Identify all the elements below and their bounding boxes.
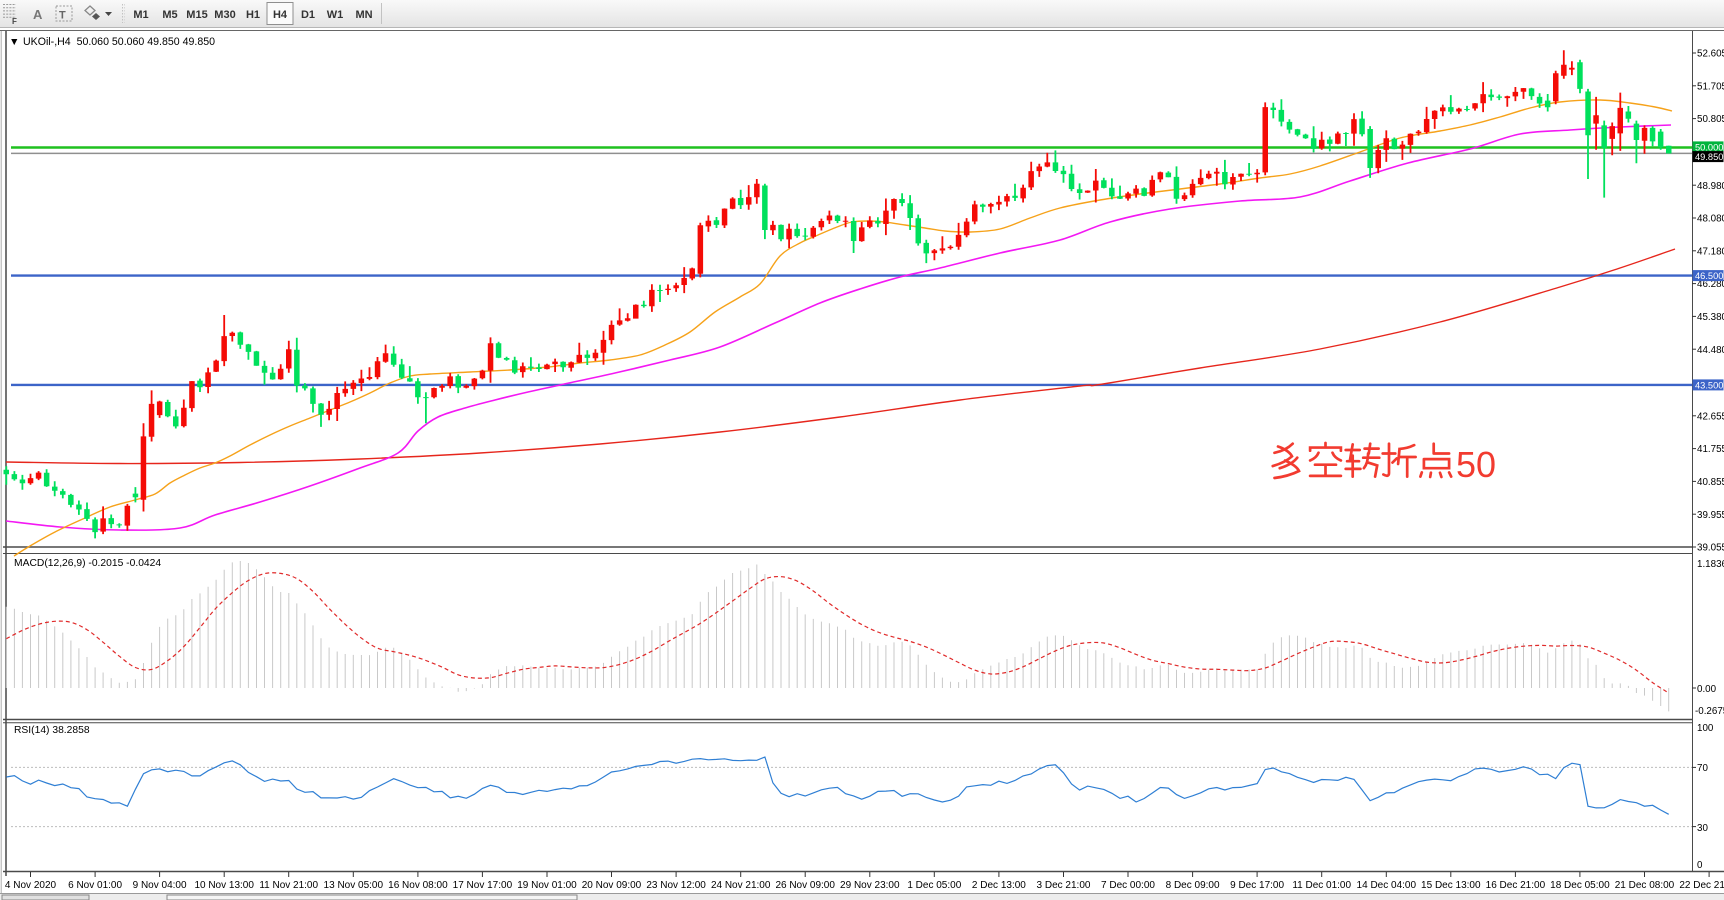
- svg-text:40.855: 40.855: [1697, 477, 1724, 488]
- svg-text:49.850: 49.850: [1695, 152, 1723, 162]
- svg-text:RSI(14) 38.2858: RSI(14) 38.2858: [14, 725, 90, 736]
- svg-text:16 Dec 21:00: 16 Dec 21:00: [1486, 880, 1546, 891]
- svg-text:46.280: 46.280: [1697, 279, 1724, 290]
- svg-text:0: 0: [1697, 860, 1703, 871]
- svg-text:9 Nov 04:00: 9 Nov 04:00: [133, 880, 187, 891]
- svg-text:42.655: 42.655: [1697, 411, 1724, 422]
- svg-text:44.480: 44.480: [1697, 345, 1724, 356]
- svg-text:H4: H4: [273, 9, 288, 21]
- svg-text:45.380: 45.380: [1697, 312, 1724, 323]
- svg-text:21 Dec 08:00: 21 Dec 08:00: [1615, 880, 1675, 891]
- svg-text:H1: H1: [246, 9, 260, 21]
- svg-text:11 Nov 21:00: 11 Nov 21:00: [259, 880, 318, 891]
- svg-text:15 Dec 13:00: 15 Dec 13:00: [1421, 880, 1481, 891]
- svg-text:14 Dec 04:00: 14 Dec 04:00: [1357, 880, 1417, 891]
- svg-text:43.500: 43.500: [1695, 380, 1723, 390]
- svg-text:1.1836: 1.1836: [1697, 559, 1724, 570]
- svg-text:T: T: [59, 10, 66, 22]
- svg-text:-0.2675: -0.2675: [1695, 706, 1724, 717]
- svg-text:29 Nov 23:00: 29 Nov 23:00: [840, 880, 900, 891]
- svg-text:47.180: 47.180: [1697, 246, 1724, 257]
- svg-text:10 Nov 13:00: 10 Nov 13:00: [194, 880, 254, 891]
- svg-text:46.500: 46.500: [1695, 271, 1723, 281]
- svg-text:41.755: 41.755: [1697, 444, 1724, 455]
- svg-text:2 Dec 13:00: 2 Dec 13:00: [972, 880, 1026, 891]
- svg-text:8 Dec 09:00: 8 Dec 09:00: [1166, 880, 1220, 891]
- svg-text:UKOil-,H4 50.060 50.060 49.85: UKOil-,H4 50.060 50.060 49.850 49.850: [23, 36, 215, 48]
- svg-text:70: 70: [1697, 763, 1708, 774]
- svg-text:39.055: 39.055: [1697, 543, 1724, 554]
- svg-text:W1: W1: [327, 9, 344, 21]
- svg-text:3 Dec 21:00: 3 Dec 21:00: [1037, 880, 1091, 891]
- svg-text:D1: D1: [301, 9, 315, 21]
- svg-text:MN: MN: [355, 9, 372, 21]
- svg-text:51.705: 51.705: [1697, 81, 1724, 92]
- svg-text:6 Nov 01:00: 6 Nov 01:00: [68, 880, 122, 891]
- svg-text:23 Nov 12:00: 23 Nov 12:00: [646, 880, 706, 891]
- svg-text:A: A: [33, 7, 43, 22]
- svg-text:100: 100: [1697, 723, 1714, 734]
- svg-text:30: 30: [1697, 823, 1708, 834]
- svg-text:F: F: [12, 17, 17, 26]
- svg-text:19 Nov 01:00: 19 Nov 01:00: [517, 880, 577, 891]
- svg-text:26 Nov 09:00: 26 Nov 09:00: [775, 880, 835, 891]
- svg-text:17 Nov 17:00: 17 Nov 17:00: [453, 880, 513, 891]
- svg-text:7 Dec 00:00: 7 Dec 00:00: [1101, 880, 1155, 891]
- svg-text:M5: M5: [162, 9, 177, 21]
- svg-text:13 Nov 05:00: 13 Nov 05:00: [324, 880, 384, 891]
- svg-text:48.980: 48.980: [1697, 181, 1724, 192]
- svg-text:M30: M30: [214, 9, 235, 21]
- svg-text:22 Dec 21:00: 22 Dec 21:00: [1679, 880, 1724, 891]
- svg-text:4 Nov 2020: 4 Nov 2020: [5, 880, 57, 891]
- svg-text:50: 50: [1456, 444, 1496, 485]
- svg-text:39.955: 39.955: [1697, 510, 1724, 521]
- svg-text:9 Dec 17:00: 9 Dec 17:00: [1230, 880, 1284, 891]
- svg-text:1 Dec 05:00: 1 Dec 05:00: [907, 880, 961, 891]
- svg-text:M1: M1: [133, 9, 148, 21]
- svg-text:50.805: 50.805: [1697, 114, 1724, 125]
- svg-text:50.000: 50.000: [1695, 142, 1723, 152]
- svg-text:48.080: 48.080: [1697, 214, 1724, 225]
- svg-text:52.605: 52.605: [1697, 49, 1724, 60]
- svg-text:0.00: 0.00: [1697, 684, 1717, 695]
- svg-text:▼: ▼: [9, 36, 20, 48]
- svg-text:20 Nov 09:00: 20 Nov 09:00: [582, 880, 642, 891]
- svg-text:16 Nov 08:00: 16 Nov 08:00: [388, 880, 448, 891]
- svg-text:24 Nov 21:00: 24 Nov 21:00: [711, 880, 771, 891]
- svg-text:11 Dec 01:00: 11 Dec 01:00: [1292, 880, 1351, 891]
- svg-text:MACD(12,26,9) -0.2015 -0.0424: MACD(12,26,9) -0.2015 -0.0424: [14, 558, 161, 569]
- svg-text:M15: M15: [186, 9, 207, 21]
- svg-text:18 Dec 05:00: 18 Dec 05:00: [1550, 880, 1610, 891]
